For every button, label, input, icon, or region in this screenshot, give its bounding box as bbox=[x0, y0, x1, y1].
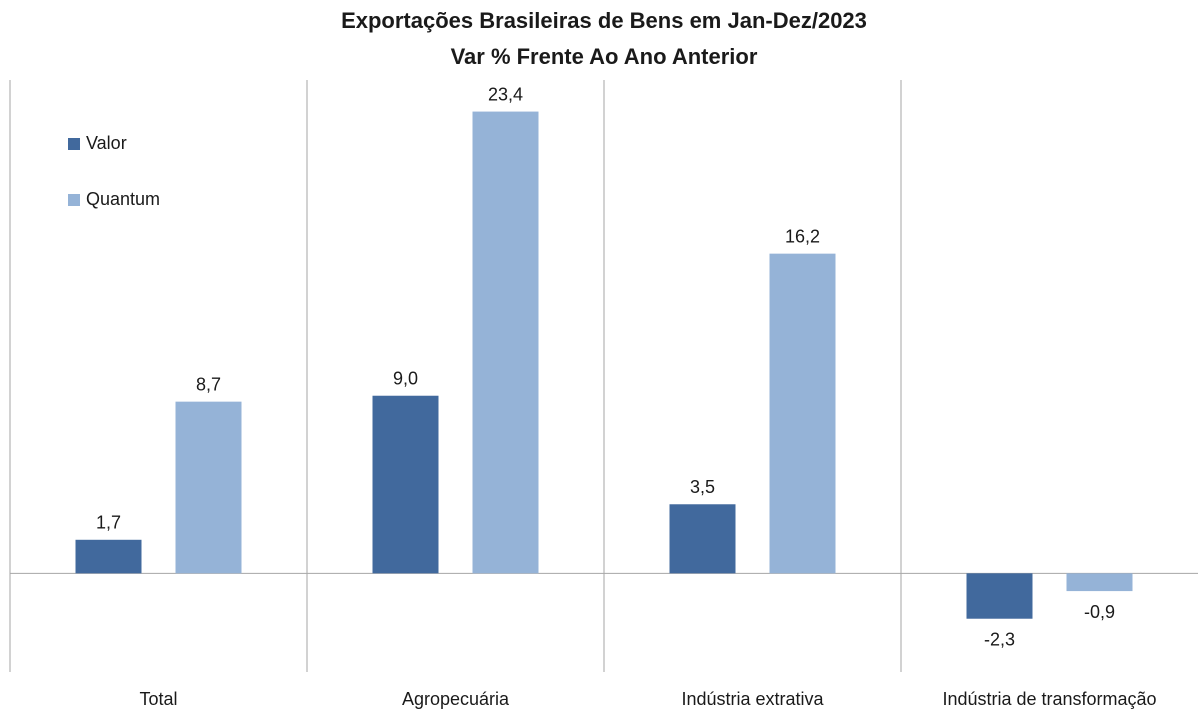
bar bbox=[1066, 573, 1133, 592]
x-tick-label: Indústria extrativa bbox=[681, 689, 824, 709]
bar bbox=[669, 504, 736, 574]
value-label: 3,5 bbox=[690, 477, 715, 497]
value-label: 8,7 bbox=[196, 374, 221, 394]
value-label: -2,3 bbox=[984, 629, 1015, 649]
legend-swatch bbox=[68, 138, 80, 150]
x-tick-label: Indústria de transformação bbox=[942, 689, 1156, 709]
legend-label: Valor bbox=[86, 133, 127, 153]
value-label: 16,2 bbox=[785, 226, 820, 246]
legend-swatch bbox=[68, 194, 80, 206]
legend-label: Quantum bbox=[86, 189, 160, 209]
bar bbox=[472, 111, 539, 574]
value-label: 23,4 bbox=[488, 84, 523, 104]
bar bbox=[966, 573, 1033, 619]
bar bbox=[372, 395, 439, 574]
bar bbox=[75, 539, 142, 574]
x-tick-label: Agropecuária bbox=[402, 689, 510, 709]
chart-title: Exportações Brasileiras de Bens em Jan-D… bbox=[341, 8, 867, 33]
chart-subtitle: Var % Frente Ao Ano Anterior bbox=[451, 44, 758, 69]
value-label: 1,7 bbox=[96, 513, 121, 533]
value-label: -0,9 bbox=[1084, 602, 1115, 622]
bar bbox=[769, 253, 836, 574]
x-tick-label: Total bbox=[139, 689, 177, 709]
value-label: 9,0 bbox=[393, 368, 418, 388]
bar bbox=[175, 401, 242, 574]
